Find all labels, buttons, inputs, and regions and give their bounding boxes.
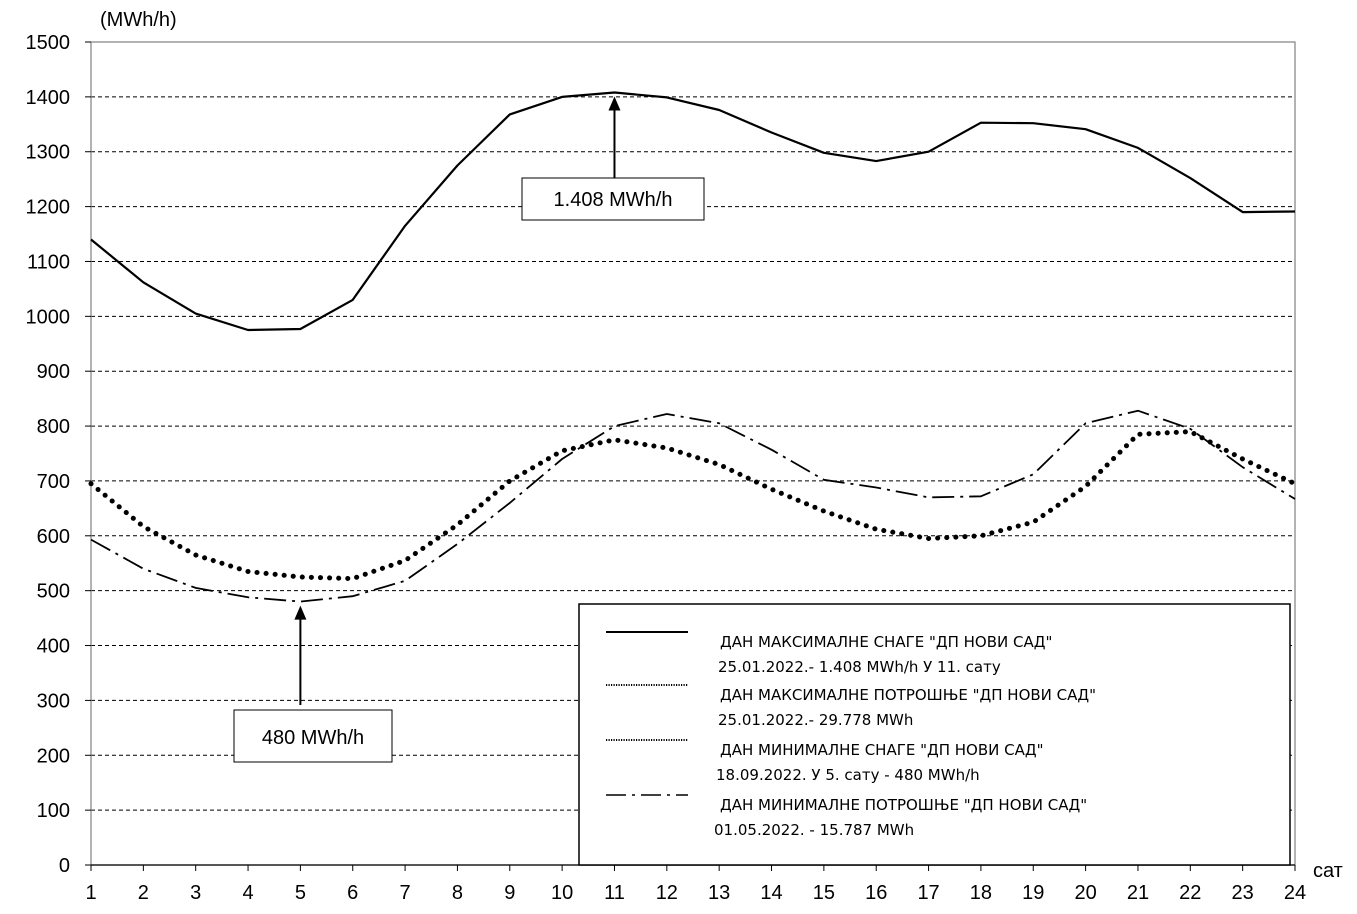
legend-label-min_consumption: ДАН МИНИМАЛНЕ ПОТРОШЊЕ "ДП НОВИ САД" bbox=[720, 796, 1087, 814]
x-tick-label: 1 bbox=[85, 882, 96, 904]
x-tick-label: 15 bbox=[813, 882, 835, 904]
annotation-label: 480 MWh/h bbox=[262, 727, 364, 749]
legend: ДАН МАКСИМАЛНЕ СНАГЕ "ДП НОВИ САД" 25.01.… bbox=[579, 604, 1290, 865]
x-tick-label: 13 bbox=[708, 882, 730, 904]
legend-label-max_power: ДАН МАКСИМАЛНЕ СНАГЕ "ДП НОВИ САД" bbox=[720, 633, 1052, 651]
x-tick-label: 8 bbox=[452, 882, 463, 904]
legend-sublabel-min_consumption: 01.05.2022. - 15.787 MWh bbox=[714, 821, 914, 839]
annotation-arrow-head bbox=[294, 606, 306, 620]
legend-label-min_power: ДАН МИНИМАЛНЕ СНАГЕ "ДП НОВИ САД" bbox=[720, 741, 1044, 759]
x-tick-label: 22 bbox=[1179, 882, 1201, 904]
legend-label-max_consumption: ДАН МАКСИМАЛНЕ ПОТРОШЊЕ "ДП НОВИ САД" bbox=[720, 686, 1096, 704]
x-tick-label: 14 bbox=[760, 882, 782, 904]
x-tick-label: 20 bbox=[1074, 882, 1096, 904]
annotation-arrow-head bbox=[608, 96, 620, 110]
x-tick-label: 6 bbox=[347, 882, 358, 904]
y-tick-label: 1400 bbox=[26, 87, 71, 109]
y-tick-label: 100 bbox=[37, 800, 70, 822]
y-tick-label: 300 bbox=[37, 690, 70, 712]
y-axis-label: (MWh/h) bbox=[100, 9, 177, 31]
x-tick-label: 16 bbox=[865, 882, 887, 904]
y-tick-label: 1300 bbox=[26, 142, 71, 164]
series-group bbox=[91, 92, 1295, 601]
annotation-label: 1.408 MWh/h bbox=[554, 189, 673, 211]
y-tick-label: 700 bbox=[37, 471, 70, 493]
y-tick-label: 1000 bbox=[26, 306, 71, 328]
x-tick-label: 21 bbox=[1127, 882, 1149, 904]
y-tick-label: 1100 bbox=[27, 251, 70, 273]
series-line-min_consumption bbox=[91, 411, 1295, 602]
series-line-max_consumption bbox=[91, 432, 1295, 579]
x-tick-label: 18 bbox=[970, 882, 992, 904]
y-tick-label: 1200 bbox=[26, 197, 71, 219]
legend-sublabel-max_power: 25.01.2022.- 1.408 MWh/h У 11. сату bbox=[718, 658, 1001, 676]
y-tick-label: 400 bbox=[37, 636, 70, 658]
x-tick-label: 4 bbox=[242, 882, 253, 904]
y-tick-label: 200 bbox=[37, 745, 70, 767]
x-tick-label: 10 bbox=[551, 882, 573, 904]
x-axis-label: сат bbox=[1313, 860, 1343, 882]
y-tick-label: 1500 bbox=[26, 32, 71, 54]
legend-sublabel-max_consumption: 25.01.2022.- 29.778 MWh bbox=[718, 711, 913, 729]
x-tick-label: 2 bbox=[138, 882, 149, 904]
x-tick-label: 17 bbox=[917, 882, 939, 904]
y-tick-label: 900 bbox=[37, 361, 70, 383]
x-tick-label: 24 bbox=[1284, 882, 1306, 904]
legend-sublabel-min_power: 18.09.2022. У 5. сату - 480 MWh/h bbox=[716, 766, 980, 784]
y-tick-label: 500 bbox=[37, 581, 70, 603]
y-tick-label: 600 bbox=[37, 526, 70, 548]
x-tick-label: 7 bbox=[400, 882, 411, 904]
x-tick-label: 5 bbox=[295, 882, 306, 904]
x-tick-label: 3 bbox=[190, 882, 201, 904]
x-tick-label: 9 bbox=[504, 882, 515, 904]
x-tick-label: 12 bbox=[656, 882, 678, 904]
x-tick-label: 23 bbox=[1232, 882, 1254, 904]
x-tick-label: 11 bbox=[604, 882, 625, 904]
x-tick-label: 19 bbox=[1022, 882, 1044, 904]
y-tick-label: 800 bbox=[37, 416, 70, 438]
y-tick-label: 0 bbox=[59, 855, 70, 877]
